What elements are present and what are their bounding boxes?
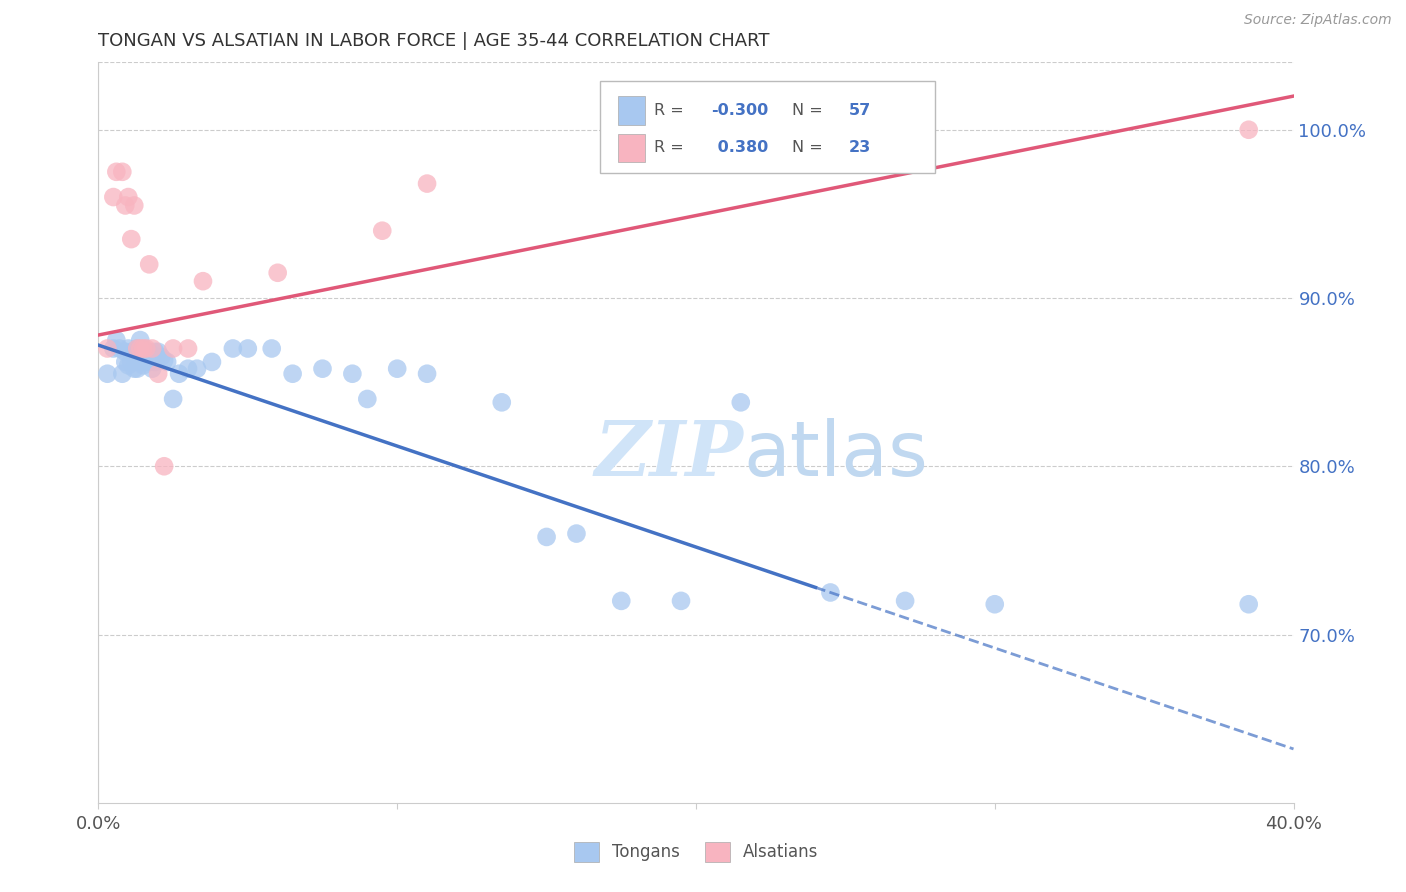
Point [103,190,125,204]
Point [491,395,513,409]
Point [267,266,290,280]
Point [114,198,136,212]
Point [141,342,163,356]
Point [132,342,155,356]
Point [156,355,179,369]
Point [260,342,283,356]
Point [129,333,152,347]
Point [111,165,134,179]
Point [177,342,200,356]
Point [236,342,259,356]
Point [371,224,394,238]
FancyBboxPatch shape [600,81,935,173]
Point [124,198,146,212]
Point [138,355,160,369]
Point [984,597,1007,611]
Point [127,361,149,376]
Point [135,344,157,359]
Point [143,344,166,359]
Point [103,342,125,356]
Text: ZIP: ZIP [595,417,744,491]
Point [356,392,378,406]
Point [820,585,842,599]
Point [610,594,633,608]
Point [191,274,214,288]
Point [105,165,128,179]
Point [1237,597,1260,611]
FancyBboxPatch shape [619,96,644,125]
Point [138,257,160,271]
Point [120,232,142,246]
Point [135,355,157,369]
Point [117,359,139,373]
Text: 23: 23 [849,140,872,155]
Point [141,361,163,376]
Point [162,342,184,356]
Point [186,361,208,376]
Point [669,594,692,608]
Point [153,353,176,368]
Point [342,367,364,381]
Text: N =: N = [792,140,828,155]
Point [129,355,152,369]
Point [148,367,170,381]
Text: TONGAN VS ALSATIAN IN LABOR FORCE | AGE 35-44 CORRELATION CHART: TONGAN VS ALSATIAN IN LABOR FORCE | AGE … [98,32,770,50]
FancyBboxPatch shape [619,134,644,161]
Point [1237,122,1260,136]
Point [135,342,157,356]
Point [311,361,333,376]
Point [565,526,588,541]
Text: R =: R = [654,140,689,155]
Point [108,342,131,356]
Point [177,361,200,376]
Point [153,459,176,474]
Point [201,355,224,369]
Point [281,367,304,381]
Point [117,190,139,204]
Point [114,355,136,369]
Point [124,350,146,364]
Point [96,367,118,381]
Point [141,350,163,364]
Point [127,342,149,356]
Point [148,344,170,359]
Text: R =: R = [654,103,689,118]
Point [129,342,152,356]
Text: atlas: atlas [744,417,928,491]
Point [127,353,149,368]
Point [127,342,149,356]
Point [120,344,142,359]
Text: 57: 57 [849,103,872,118]
Point [150,350,173,364]
Point [162,392,184,406]
Point [385,361,409,376]
Point [105,333,128,347]
Point [124,361,146,376]
Point [111,367,134,381]
Point [138,344,160,359]
Text: Source: ZipAtlas.com: Source: ZipAtlas.com [1244,13,1392,28]
Point [132,359,155,373]
Text: 0.380: 0.380 [711,140,768,155]
Point [129,344,152,359]
Text: -0.300: -0.300 [711,103,769,118]
Point [416,367,439,381]
Point [730,395,752,409]
Point [416,177,439,191]
Point [894,594,917,608]
Point [132,344,155,359]
Point [117,342,139,356]
Point [143,355,166,369]
Point [120,355,142,369]
Point [536,530,558,544]
Point [222,342,245,356]
Text: N =: N = [792,103,828,118]
Point [167,367,190,381]
Legend: Tongans, Alsatians: Tongans, Alsatians [567,835,825,869]
Point [114,344,136,359]
Point [96,342,118,356]
